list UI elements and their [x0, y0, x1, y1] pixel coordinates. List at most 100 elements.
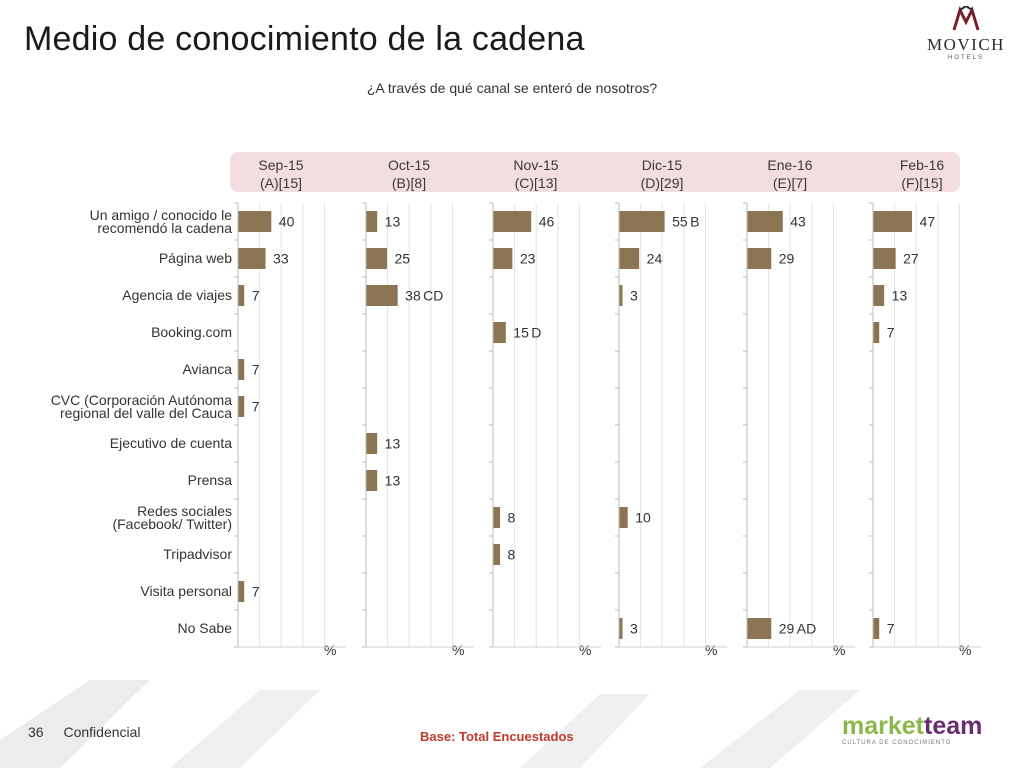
data-label: 13 [892, 288, 908, 304]
period-label: Dic-15 (D)[29] [607, 156, 717, 192]
category-label: Redes sociales (Facebook/ Twitter) [0, 504, 232, 531]
bar [366, 211, 378, 232]
period-name: Sep-15 [258, 157, 304, 173]
data-label: 33 [273, 251, 289, 267]
category-label: Prensa [0, 472, 232, 488]
bar [619, 248, 640, 269]
period-code: (B)[8] [391, 175, 427, 191]
data-label: 13 [385, 214, 401, 230]
category-label: Página web [0, 251, 232, 265]
data-label: 29 [779, 621, 795, 637]
period-label: Feb-16 (F)[15] [867, 156, 977, 192]
category-label-line: Un amigo / conocido le [89, 206, 232, 223]
period-code: (A)[15] [259, 175, 302, 191]
period-code: (E)[7] [772, 175, 808, 191]
category-label: Ejecutivo de cuenta [0, 436, 232, 450]
period-label: Oct-15 (B)[8] [354, 156, 464, 192]
bar [366, 285, 398, 306]
bar [873, 248, 896, 269]
data-label: 40 [279, 214, 295, 230]
percent-unit-label: % [959, 642, 972, 658]
bar [619, 618, 623, 639]
bar [493, 544, 501, 565]
period-name: Feb-16 [899, 157, 945, 173]
category-label-line: Visita personal [140, 583, 232, 599]
confidential-label: Confidencial [63, 724, 141, 740]
percent-unit-label: % [324, 642, 337, 658]
data-label: 13 [385, 473, 401, 489]
data-label: 7 [887, 325, 895, 341]
data-label: 24 [647, 251, 663, 267]
bar [873, 618, 880, 639]
data-label: 27 [903, 251, 919, 267]
data-label: 15 [513, 325, 529, 341]
category-label: No Sabe [0, 620, 232, 636]
movich-emblem-icon [952, 4, 980, 31]
data-label: 7 [252, 288, 260, 304]
period-code: (F)[15] [901, 175, 943, 191]
marketteam-part2: team [924, 712, 983, 740]
data-label: 10 [635, 510, 651, 526]
percent-unit-label: % [833, 642, 846, 658]
bar [873, 322, 880, 343]
bar [493, 507, 501, 528]
category-label-line: Booking.com [151, 324, 232, 340]
bar [873, 211, 913, 232]
period-label: Nov-15 (C)[13] [481, 156, 591, 192]
background-swoosh [0, 680, 860, 768]
bar [619, 285, 623, 306]
data-label: 8 [508, 547, 516, 563]
significance-mark: B [690, 214, 699, 230]
bar [238, 248, 266, 269]
data-label: 13 [385, 436, 401, 452]
data-label: 8 [508, 510, 516, 526]
bar [238, 359, 245, 380]
data-label: 7 [252, 399, 260, 415]
bar [747, 248, 772, 269]
data-label: 25 [395, 251, 411, 267]
data-label: 7 [887, 621, 895, 637]
period-header-band [230, 152, 960, 192]
category-label-line: Avianca [182, 361, 232, 377]
percent-unit-label: % [705, 642, 718, 658]
category-label: Booking.com [0, 324, 232, 340]
bar [366, 248, 387, 269]
page-title: Medio de conocimiento de la cadena [24, 20, 585, 58]
bar [619, 211, 665, 232]
category-label: Visita personal [0, 583, 232, 599]
data-label: 43 [790, 214, 806, 230]
category-label: Tripadvisor [0, 546, 232, 562]
significance-mark: AD [797, 621, 816, 637]
bar [747, 618, 772, 639]
bar [747, 211, 783, 232]
bar [238, 396, 245, 417]
period-label: Sep-15 (A)[15] [226, 156, 336, 192]
footer-left: 36 Confidencial [28, 724, 141, 740]
bar [238, 285, 245, 306]
marketteam-logo: marketteam CULTURA DE CONOCIMIENTO [842, 712, 1012, 762]
significance-mark: CD [423, 288, 443, 304]
data-label: 7 [252, 584, 260, 600]
category-label-line: recomendó la cadena [97, 219, 232, 236]
bar [619, 507, 628, 528]
category-label-line: regional del valle del Cauca [60, 404, 232, 421]
movich-brand: MOVICH [927, 35, 1005, 54]
data-label: 38 [405, 288, 421, 304]
data-label: 29 [779, 251, 795, 267]
period-label: Ene-16 (E)[7] [735, 156, 845, 192]
bar [366, 433, 378, 454]
period-code: (C)[13] [514, 175, 558, 191]
category-label-line: No Sabe [177, 620, 232, 636]
category-label-line: Prensa [187, 472, 232, 488]
category-label: Agencia de viajes [0, 288, 232, 302]
bar [366, 470, 378, 491]
period-name: Oct-15 [387, 157, 430, 173]
data-label: 3 [630, 621, 638, 637]
category-label-line: Tripadvisor [163, 546, 232, 562]
period-name: Nov-15 [513, 157, 559, 173]
movich-logo: MOVICH HOTELS [920, 4, 1012, 61]
significance-mark: D [531, 325, 541, 341]
marketteam-part1: market [842, 712, 924, 740]
bar [238, 211, 272, 232]
